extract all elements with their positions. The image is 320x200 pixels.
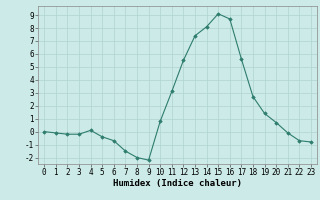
X-axis label: Humidex (Indice chaleur): Humidex (Indice chaleur) [113,179,242,188]
